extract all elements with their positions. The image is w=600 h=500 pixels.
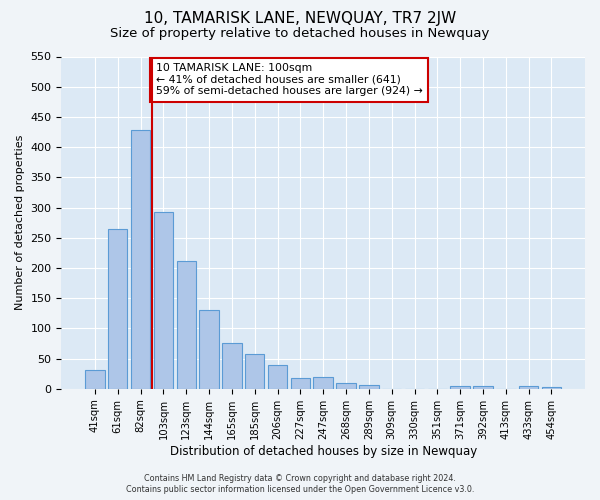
Bar — [108, 228, 127, 389]
Bar — [542, 387, 561, 389]
Text: 10 TAMARISK LANE: 100sqm
← 41% of detached houses are smaller (641)
59% of semi-: 10 TAMARISK LANE: 100sqm ← 41% of detach… — [155, 63, 422, 96]
Bar — [131, 130, 150, 389]
Y-axis label: Number of detached properties: Number of detached properties — [15, 135, 25, 310]
Bar — [337, 383, 356, 389]
Bar — [176, 260, 196, 389]
Bar — [222, 343, 242, 389]
Bar — [313, 377, 333, 389]
X-axis label: Distribution of detached houses by size in Newquay: Distribution of detached houses by size … — [170, 444, 477, 458]
Bar — [473, 386, 493, 389]
Bar — [451, 386, 470, 389]
Bar — [359, 384, 379, 389]
Bar — [85, 370, 104, 389]
Text: Size of property relative to detached houses in Newquay: Size of property relative to detached ho… — [110, 28, 490, 40]
Text: 10, TAMARISK LANE, NEWQUAY, TR7 2JW: 10, TAMARISK LANE, NEWQUAY, TR7 2JW — [144, 12, 456, 26]
Bar — [154, 212, 173, 389]
Bar — [245, 354, 265, 389]
Bar — [519, 386, 538, 389]
Bar — [199, 310, 219, 389]
Bar — [290, 378, 310, 389]
Text: Contains HM Land Registry data © Crown copyright and database right 2024.
Contai: Contains HM Land Registry data © Crown c… — [126, 474, 474, 494]
Bar — [268, 364, 287, 389]
